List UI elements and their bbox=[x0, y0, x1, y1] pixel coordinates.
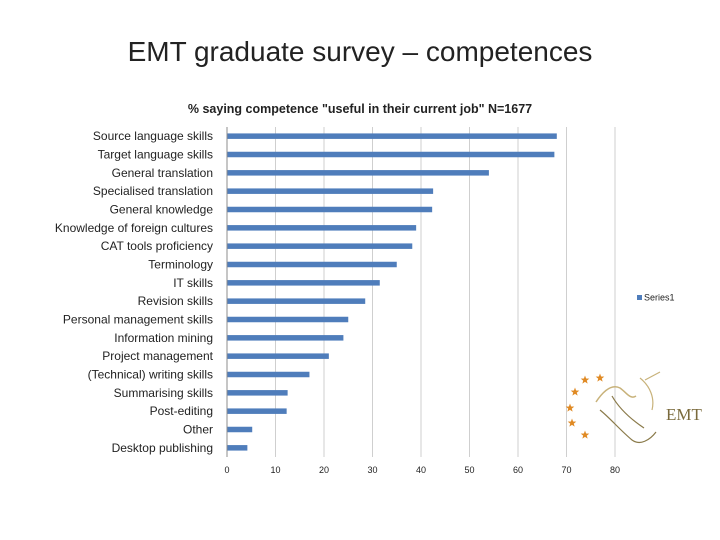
category-label: Personal management skills bbox=[63, 313, 213, 327]
feather-icon bbox=[639, 371, 661, 411]
bar bbox=[227, 280, 380, 286]
legend-swatch bbox=[637, 295, 642, 300]
quill-swirl-icon bbox=[595, 386, 637, 403]
x-tick-label: 60 bbox=[513, 465, 523, 475]
category-label: (Technical) writing skills bbox=[88, 368, 213, 382]
category-label: Terminology bbox=[148, 258, 213, 272]
x-tick-label: 10 bbox=[270, 465, 280, 475]
emt-logo-text: EMT bbox=[666, 405, 703, 424]
bar bbox=[227, 353, 329, 359]
category-label: Post-editing bbox=[150, 404, 213, 418]
star-icon bbox=[595, 373, 605, 382]
bar bbox=[227, 261, 397, 268]
bar bbox=[227, 133, 557, 139]
emt-logo: EMT bbox=[565, 371, 703, 444]
slide-title: EMT graduate survey – competences bbox=[127, 36, 593, 67]
x-tick-label: 0 bbox=[224, 465, 229, 475]
bar bbox=[227, 170, 489, 176]
x-tick-labels: 0 10 20 30 40 50 60 70 80 bbox=[224, 465, 620, 475]
x-tick-label: 70 bbox=[561, 465, 571, 475]
bar bbox=[227, 371, 310, 378]
star-icon bbox=[567, 418, 577, 427]
category-label: Revision skills bbox=[138, 294, 213, 308]
bars bbox=[227, 133, 557, 451]
star-icon bbox=[580, 430, 590, 439]
category-label: General knowledge bbox=[110, 203, 214, 217]
category-label: Project management bbox=[102, 349, 213, 363]
star-icon bbox=[565, 403, 575, 412]
star-icon bbox=[570, 387, 580, 396]
category-label: Specialised translation bbox=[93, 184, 213, 198]
star-icon bbox=[580, 375, 590, 384]
chart-title: % saying competence "useful in their cur… bbox=[188, 102, 532, 116]
category-label: Source language skills bbox=[93, 129, 213, 143]
bar bbox=[227, 426, 253, 433]
x-tick-label: 40 bbox=[416, 465, 426, 475]
x-tick-label: 30 bbox=[367, 465, 377, 475]
gridlines bbox=[275, 127, 616, 457]
category-label: General translation bbox=[112, 166, 213, 180]
category-label: Desktop publishing bbox=[112, 441, 213, 455]
bar bbox=[227, 225, 417, 231]
bar bbox=[227, 151, 555, 158]
bar bbox=[227, 445, 248, 451]
category-label: Knowledge of foreign cultures bbox=[55, 221, 213, 235]
bar bbox=[227, 206, 433, 213]
legend-label-series1: Series1 bbox=[644, 293, 675, 303]
bar bbox=[227, 408, 287, 414]
book-outline-icon bbox=[599, 395, 657, 444]
x-tick-label: 50 bbox=[464, 465, 474, 475]
category-label: Other bbox=[183, 423, 213, 437]
category-label: Target language skills bbox=[98, 148, 213, 162]
star-ring bbox=[565, 373, 605, 439]
legend: Series1 bbox=[637, 293, 675, 303]
x-tick-label: 80 bbox=[610, 465, 620, 475]
bar bbox=[227, 243, 413, 249]
category-label: Information mining bbox=[114, 331, 213, 345]
bar bbox=[227, 316, 349, 323]
category-label: IT skills bbox=[173, 276, 213, 290]
category-label: Summarising skills bbox=[114, 386, 213, 400]
category-labels: Source language skills Target language sk… bbox=[55, 129, 214, 455]
bar bbox=[227, 390, 288, 396]
bar bbox=[227, 298, 366, 304]
category-label: CAT tools proficiency bbox=[101, 239, 213, 253]
x-tick-label: 20 bbox=[319, 465, 329, 475]
bar bbox=[227, 335, 344, 341]
bar bbox=[227, 188, 434, 194]
